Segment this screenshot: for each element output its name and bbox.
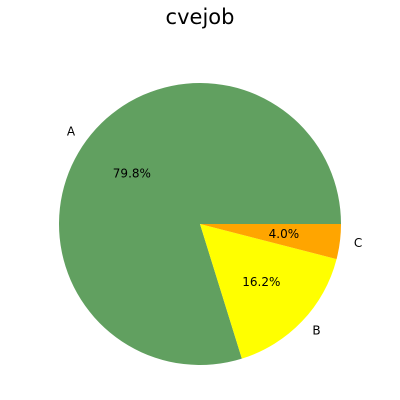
slice-label-b: B [312,323,320,337]
slice-label-a: A [67,125,76,139]
slice-percent-b: 16.2% [242,275,280,289]
slice-percent-c: 4.0% [269,227,300,241]
slice-label-c: C [354,236,362,250]
pie-slice-b [200,224,337,359]
pie-slices [58,83,342,366]
chart-title: cvejob [166,5,235,29]
slice-percent-a: 79.8% [113,166,151,180]
pie-slice-c [200,224,341,260]
pie-labels: A 79.8% B 16.2% C 4.0% [67,125,362,338]
pie-slice-a [58,83,342,366]
